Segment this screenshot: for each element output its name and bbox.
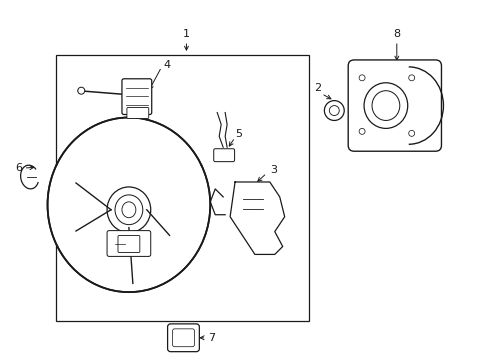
Ellipse shape: [371, 91, 399, 121]
Circle shape: [408, 130, 414, 136]
Circle shape: [408, 75, 414, 81]
Ellipse shape: [107, 187, 150, 233]
Ellipse shape: [47, 117, 210, 292]
FancyBboxPatch shape: [213, 149, 234, 162]
Text: 6: 6: [15, 163, 22, 173]
Circle shape: [358, 75, 365, 81]
Text: 4: 4: [163, 60, 170, 70]
Ellipse shape: [364, 83, 407, 129]
FancyBboxPatch shape: [118, 235, 140, 252]
Circle shape: [358, 129, 365, 134]
FancyBboxPatch shape: [122, 79, 151, 114]
Ellipse shape: [115, 195, 142, 225]
Text: 5: 5: [235, 129, 242, 139]
Text: 1: 1: [183, 29, 189, 39]
FancyBboxPatch shape: [172, 329, 194, 347]
Ellipse shape: [78, 87, 84, 94]
Circle shape: [324, 100, 344, 121]
Circle shape: [328, 105, 339, 116]
FancyBboxPatch shape: [347, 60, 441, 151]
FancyBboxPatch shape: [107, 231, 150, 256]
FancyBboxPatch shape: [127, 108, 148, 118]
FancyBboxPatch shape: [167, 324, 199, 352]
Text: 7: 7: [208, 333, 215, 343]
Ellipse shape: [122, 202, 136, 218]
Text: 2: 2: [313, 83, 320, 93]
Bar: [56, 55, 309, 321]
Text: 8: 8: [392, 29, 400, 39]
Text: 3: 3: [269, 165, 276, 175]
